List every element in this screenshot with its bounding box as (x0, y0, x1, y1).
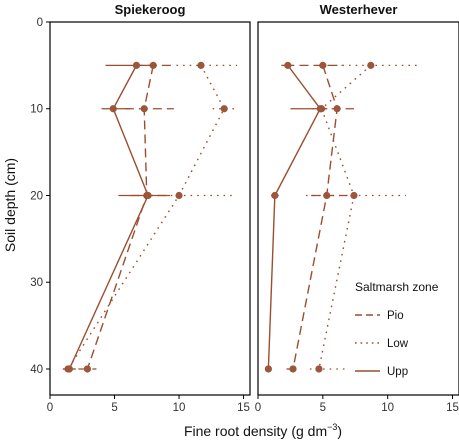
data-point (367, 61, 375, 69)
data-point (109, 105, 117, 113)
x-tick-label: 0 (255, 402, 261, 414)
panel-westerhever: Westerhever 0 5 10 15 (255, 2, 459, 414)
data-point (289, 365, 297, 373)
panels: Spiekeroog 0 5 10 15 0 10 20 30 40 Westerhever 0 5 10… (30, 2, 459, 414)
x-axis-label-main: Fine root density (g dm (184, 423, 327, 439)
legend-label: Upp (387, 366, 408, 378)
legend: Saltmarsh zone Pio Low Upp (355, 280, 439, 378)
y-axis-label: Soil depth (cm) (2, 158, 18, 252)
series-line (292, 65, 338, 370)
x-axis-label-superscript: −3 (327, 422, 337, 432)
x-tick-label: 15 (237, 402, 250, 414)
series-upp (264, 61, 326, 373)
series-line (68, 65, 149, 370)
data-point (140, 105, 148, 113)
x-tick-label: 5 (320, 402, 326, 414)
legend-label: Pio (387, 310, 404, 322)
x-tick-label: 10 (173, 402, 186, 414)
x-tick-label: 10 (381, 402, 394, 414)
data-point (220, 105, 228, 113)
data-point (83, 365, 92, 373)
data-point (284, 61, 292, 69)
panel-title: Westerhever (320, 2, 398, 17)
series-line (86, 65, 154, 370)
series-line (318, 64, 372, 370)
data-point (175, 191, 183, 200)
data-point (197, 61, 205, 69)
data-point (333, 105, 341, 113)
data-point (315, 365, 323, 373)
data-point (132, 61, 141, 69)
y-tick-label: 20 (30, 190, 43, 202)
y-tick-label: 40 (30, 364, 43, 376)
panel-frame (49, 21, 251, 396)
data-point (319, 61, 327, 69)
series-upp (62, 61, 170, 373)
legend-title: Saltmarsh zone (355, 280, 439, 294)
x-tick-label: 5 (111, 402, 117, 414)
panel-frame (257, 21, 459, 396)
data-point (144, 191, 152, 200)
legend-label: Low (387, 338, 409, 350)
x-axis-label-end: ) (337, 423, 342, 439)
x-tick-label: 15 (446, 402, 459, 414)
y-tick-label: 0 (37, 17, 43, 29)
y-tick-label: 10 (30, 104, 43, 116)
series-line (267, 64, 322, 370)
data-point (316, 105, 324, 113)
data-point (65, 365, 73, 373)
data-point (264, 365, 272, 373)
panel-title: Spiekeroog (115, 2, 186, 17)
data-point (271, 191, 279, 200)
x-tick-label: 0 (47, 402, 53, 414)
y-tick-label: 30 (30, 277, 43, 289)
x-axis-label: Fine root density (g dm−3) (184, 422, 342, 439)
data-point (350, 191, 358, 200)
panel-spiekeroog: Spiekeroog 0 5 10 15 0 10 20 30 40 (30, 2, 251, 414)
